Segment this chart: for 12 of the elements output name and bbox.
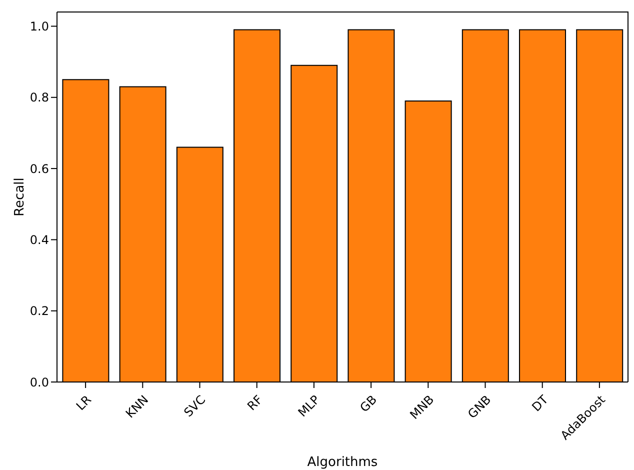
y-tick-label: 0.2	[30, 304, 49, 318]
y-tick-label: 0.8	[30, 90, 49, 105]
y-tick-label: 0.6	[30, 162, 49, 176]
y-tick-label: 0.4	[30, 232, 49, 247]
x-tick-label: RF	[244, 392, 266, 414]
x-tick-label: LR	[74, 392, 94, 414]
y-axis-title: Recall	[12, 178, 28, 216]
y-tick-label: 0.0	[30, 375, 49, 390]
x-tick-label: GB	[357, 392, 380, 415]
x-axis-title: Algorithms	[307, 455, 378, 470]
y-tick-label: 1.0	[30, 19, 49, 34]
x-tick-label: DT	[529, 392, 552, 414]
